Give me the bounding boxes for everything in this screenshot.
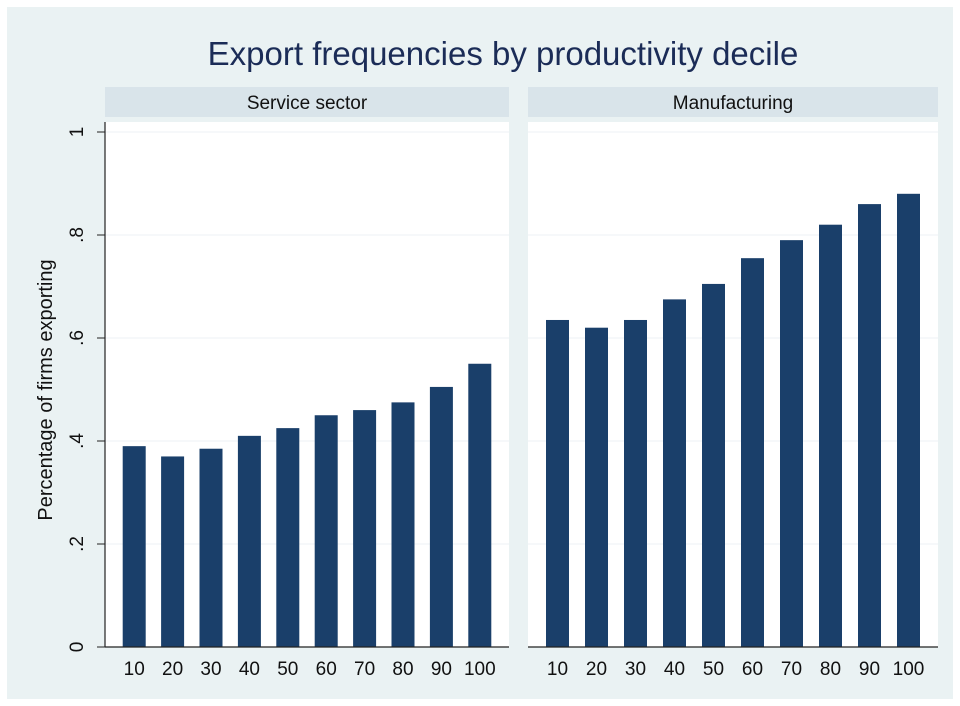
x-tick-label: 70 [781, 659, 802, 680]
panels-layer: 0 .2 .4 .6 .8 1 Service sector 10 20 30 40 50 60 70 80… [67, 87, 938, 680]
y-tick-label: .2 [67, 536, 88, 552]
x-tick-label: 10 [547, 659, 568, 680]
x-tick-label: 20 [586, 659, 607, 680]
x-tick-label: 70 [354, 659, 375, 680]
x-tick-label: 30 [625, 659, 646, 680]
panel-strip [105, 87, 509, 117]
bar [741, 258, 764, 647]
bar [663, 299, 686, 647]
x-tick-label: 10 [124, 659, 145, 680]
x-tick-label: 20 [162, 659, 183, 680]
panel-1: Manufacturing 10 20 30 40 50 60 70 80 90 100 [528, 87, 938, 680]
bar [624, 319, 647, 647]
x-tick-label: 90 [431, 659, 452, 680]
x-tick-label: 50 [277, 659, 298, 680]
bar [199, 448, 223, 647]
panel-strip [528, 87, 938, 117]
x-tick-label: 80 [820, 659, 841, 680]
bar [353, 410, 377, 647]
bar [897, 193, 920, 648]
x-tick-label: 40 [239, 659, 260, 680]
y-tick-label: 0 [67, 642, 88, 653]
bar [276, 428, 300, 647]
chart-title: Export frequencies by productivity decil… [208, 35, 799, 72]
bar [819, 224, 842, 647]
x-tick-label: 80 [392, 659, 413, 680]
bar [391, 402, 415, 647]
bar [780, 240, 803, 647]
bar [585, 327, 608, 647]
bar [429, 386, 453, 647]
x-tick-label: 100 [893, 659, 925, 680]
y-tick-label: .4 [67, 433, 88, 449]
bar [161, 456, 185, 647]
x-tick-label: 90 [859, 659, 880, 680]
panel-strip-label: Service sector [247, 93, 368, 114]
panel-0: Service sector 10 20 30 40 50 60 70 80 90 100 [104, 87, 509, 680]
bar [122, 446, 146, 647]
y-tick-label: .6 [67, 330, 88, 346]
x-tick-label: 60 [316, 659, 337, 680]
y-tick-label: 1 [67, 127, 88, 138]
x-tick-label: 100 [464, 659, 496, 680]
bar [858, 204, 881, 647]
x-tick-label: 40 [664, 659, 685, 680]
bar [702, 283, 725, 647]
bar [468, 363, 492, 647]
bar [546, 319, 569, 647]
x-tick-label: 60 [742, 659, 763, 680]
export-frequency-chart: Export frequencies by productivity decil… [35, 35, 938, 680]
panel-strip-label: Manufacturing [673, 93, 793, 114]
x-tick-label: 30 [200, 659, 221, 680]
y-axis-title: Percentage of firms exporting [35, 259, 57, 520]
x-tick-label: 50 [703, 659, 724, 680]
bar [237, 435, 261, 647]
bar [314, 415, 338, 647]
chart-frame: Export frequencies by productivity decil… [7, 7, 953, 699]
y-tick-label: .8 [67, 227, 88, 243]
